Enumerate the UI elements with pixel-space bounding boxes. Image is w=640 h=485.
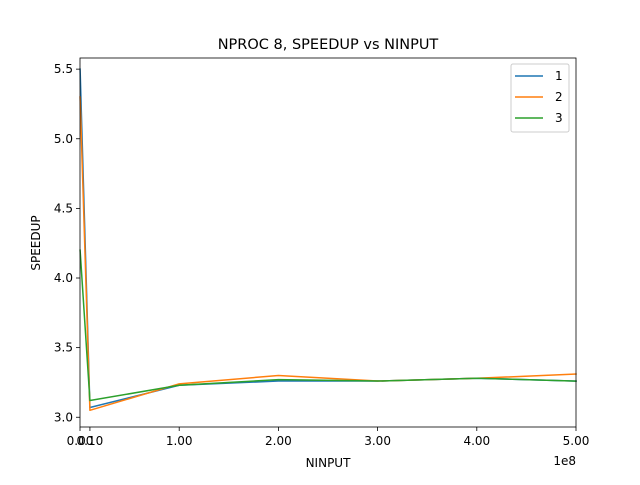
x-tick-label: 0.00 — [67, 434, 94, 448]
y-tick-label: 3.0 — [54, 410, 73, 424]
plot-frame — [79, 57, 577, 428]
legend-label-1: 1 — [555, 69, 563, 83]
x-tick-label: 2.00 — [265, 434, 292, 448]
legend: 1 2 3 — [510, 63, 570, 133]
y-tick-label: 5.0 — [54, 132, 73, 146]
y-axis-label: SPEEDUP — [29, 215, 43, 270]
series-line-3 — [79, 249, 577, 402]
x-tick-label: 4.00 — [463, 434, 490, 448]
legend-label-2: 2 — [555, 90, 563, 104]
legend-label-3: 3 — [555, 111, 563, 125]
x-tick-label: 1.00 — [166, 434, 193, 448]
x-tick-label: 5.00 — [563, 434, 590, 448]
y-tick-label: 4.0 — [54, 271, 73, 285]
x-tick-label: 0.10 — [77, 434, 104, 448]
y-tick-label: 3.5 — [54, 341, 73, 355]
y-tick-label: 4.5 — [54, 201, 73, 215]
plot-area: 0.000.10 1.00 2.00 3.00 4.00 5.00 3.0 3.5 4.0 4.5… — [54, 57, 590, 448]
y-tick-label: 5.5 — [54, 62, 73, 76]
x-axis-offset-label: 1e8 — [553, 454, 576, 468]
legend-box — [510, 63, 570, 133]
chart-title: NPROC 8, SPEEDUP vs NINPUT — [218, 37, 439, 53]
x-tick-label: 3.00 — [364, 434, 391, 448]
x-axis-label: NINPUT — [306, 456, 352, 470]
